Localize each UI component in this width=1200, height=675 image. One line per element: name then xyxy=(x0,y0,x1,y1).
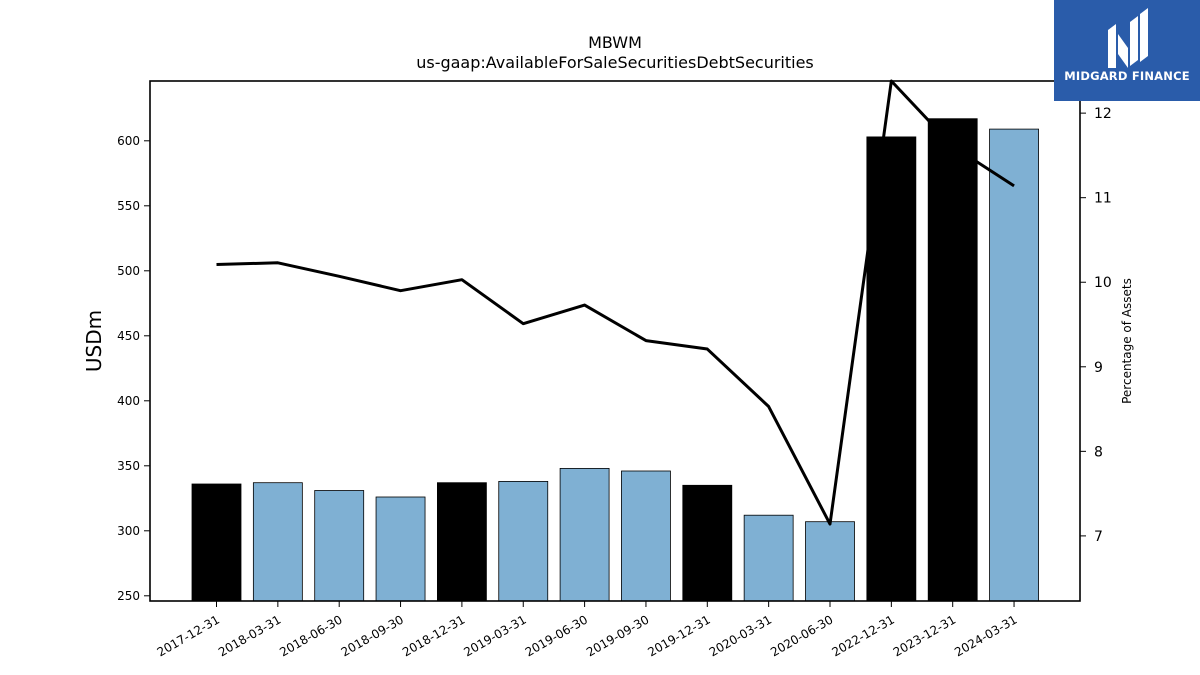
y-tick-label: 250 xyxy=(117,589,140,603)
x-tick-label: 2019-09-30 xyxy=(584,612,651,659)
x-tick-label: 2019-03-31 xyxy=(461,612,528,659)
bar xyxy=(989,128,1039,602)
y-tick-label: 600 xyxy=(117,134,140,148)
midgard-logo-icon xyxy=(1108,8,1148,68)
percentage-line xyxy=(216,79,1015,526)
y2-tick-label: 9 xyxy=(1094,360,1103,376)
plot-frame xyxy=(149,80,1081,602)
x-tick-label: 2024-03-31 xyxy=(952,612,1019,659)
y2-tick-label: 8 xyxy=(1094,444,1103,460)
bar xyxy=(314,490,365,602)
bar xyxy=(621,470,671,602)
y2-axis-label: Percentage of Assets xyxy=(1120,278,1134,404)
x-tick-label: 2019-06-30 xyxy=(523,612,590,659)
y2-tick-label: 12 xyxy=(1094,106,1112,122)
bar xyxy=(375,496,426,602)
bar xyxy=(252,482,303,602)
bar xyxy=(436,482,487,602)
bar xyxy=(682,484,733,602)
bar xyxy=(498,480,549,602)
x-tick-label: 2020-06-30 xyxy=(768,612,835,659)
bar xyxy=(743,514,794,602)
x-tick-label: 2018-12-31 xyxy=(400,612,467,659)
y-tick-label: 450 xyxy=(117,329,140,343)
bar xyxy=(805,521,855,602)
x-tick-label: 2017-12-31 xyxy=(155,612,222,659)
y-tick-label: 350 xyxy=(117,459,140,473)
x-tick-label: 2019-12-31 xyxy=(645,612,712,659)
x-tick-label: 2018-03-31 xyxy=(216,612,283,659)
chart-title: MBWM xyxy=(588,33,642,52)
y2-tick-label: 10 xyxy=(1094,275,1112,291)
y-tick-label: 500 xyxy=(117,264,140,278)
bar xyxy=(927,118,978,602)
y-tick-label: 300 xyxy=(117,524,140,538)
bar xyxy=(191,483,242,602)
y-axis-label: USDm xyxy=(82,310,106,372)
y-tick-label: 400 xyxy=(117,394,140,408)
x-tick-label: 2023-12-31 xyxy=(891,612,958,659)
midgard-finance-logo: MIDGARD FINANCE xyxy=(1054,0,1200,101)
logo-text: MIDGARD FINANCE xyxy=(1064,69,1190,83)
chart-subtitle: us-gaap:AvailableForSaleSecuritiesDebtSe… xyxy=(416,53,814,72)
x-tick-label: 2018-06-30 xyxy=(277,612,344,659)
bar xyxy=(559,467,610,602)
y2-tick-label: 7 xyxy=(1094,529,1103,545)
y2-tick-label: 11 xyxy=(1094,191,1112,207)
x-tick-label: 2020-03-31 xyxy=(707,612,774,659)
x-tick-label: 2022-12-31 xyxy=(829,612,896,659)
bar xyxy=(866,136,917,602)
y-tick-label: 550 xyxy=(117,199,140,213)
x-tick-label: 2018-09-30 xyxy=(339,612,406,659)
